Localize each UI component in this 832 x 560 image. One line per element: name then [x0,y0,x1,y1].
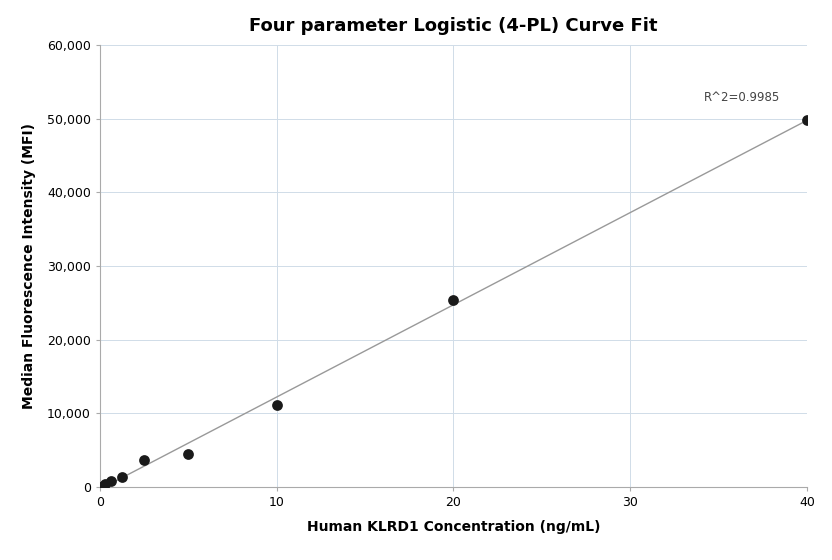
Point [270,400,283,409]
Point [104,477,117,486]
Point [181,450,195,459]
Point [96,482,109,491]
Point [99,480,112,489]
Title: Four parameter Logistic (4-PL) Curve Fit: Four parameter Logistic (4-PL) Curve Fit [250,17,657,35]
Point [800,115,814,124]
X-axis label: Human KLRD1 Concentration (ng/mL): Human KLRD1 Concentration (ng/mL) [307,520,600,534]
Text: R^2=0.9985: R^2=0.9985 [704,91,780,104]
Point [447,296,460,305]
Point [116,473,129,482]
Y-axis label: Median Fluorescence Intensity (MFI): Median Fluorescence Intensity (MFI) [22,123,36,409]
Point [137,455,151,464]
